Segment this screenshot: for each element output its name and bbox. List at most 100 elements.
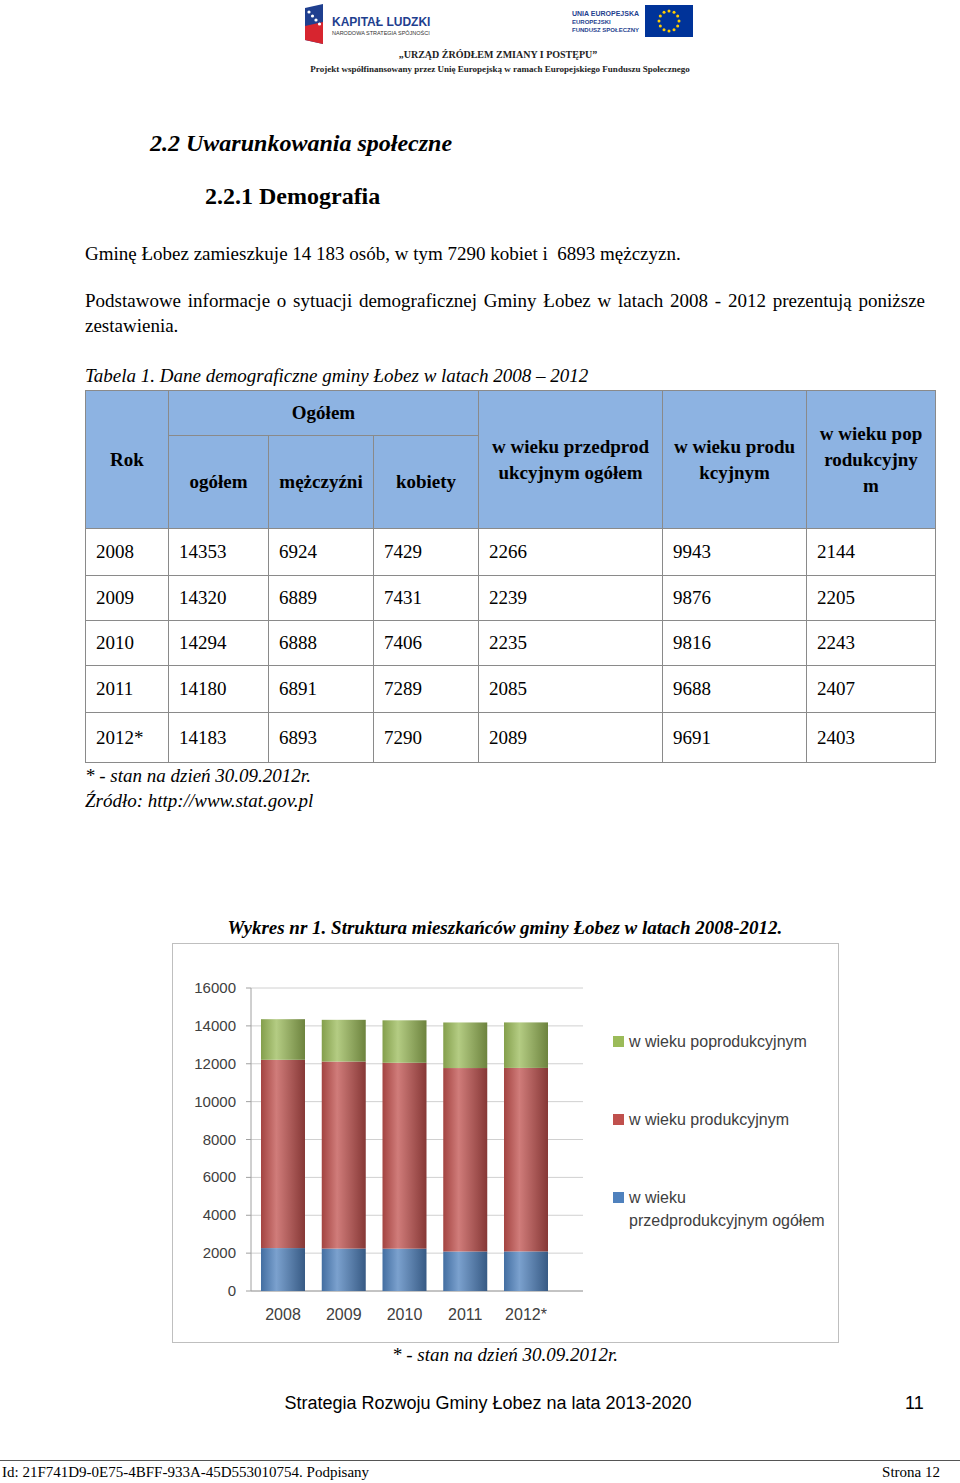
data-cell: 2239	[479, 576, 663, 621]
grid-line	[251, 988, 583, 989]
legend-line: w wieku produkcyjnym	[628, 1111, 789, 1128]
bar-segment	[383, 1249, 427, 1291]
x-tick-label: 2010	[387, 1306, 423, 1323]
data-cell: 6924	[269, 529, 374, 576]
x-tick-label: 2009	[326, 1306, 362, 1323]
header-cell: Ogółem	[169, 391, 479, 436]
chart-frame: 0200040006000800010000120001400016000200…	[172, 943, 839, 1343]
table-source: Źródło: http://www.stat.gov.pl	[85, 790, 313, 812]
bar-segment	[504, 1251, 548, 1291]
footer-title: Strategia Rozwoju Gminy Łobez na lata 20…	[0, 1393, 960, 1414]
bar-segment	[443, 1252, 487, 1291]
y-tick-label: 12000	[194, 1055, 236, 1072]
bar-segment	[443, 1068, 487, 1251]
data-cell: 2011	[86, 666, 169, 713]
header-row: RokOgółemw wieku przedprodukcyjnym ogółe…	[86, 391, 936, 436]
legend-line: w wieku poprodukcyjnym	[628, 1033, 807, 1050]
header-cell: kobiety	[374, 436, 479, 529]
data-cell: 6891	[269, 666, 374, 713]
y-tick	[246, 1139, 251, 1140]
header-logos: KAPITAŁ LUDZKINARODOWA STRATEGIA SPÓJNOŚ…	[0, 0, 960, 80]
data-cell: 14353	[169, 529, 269, 576]
data-cell: 2144	[807, 529, 936, 576]
y-axis	[251, 988, 252, 1291]
chart-title: Wykres nr 1. Struktura mieszkańców gminy…	[172, 917, 838, 939]
bar-segment	[322, 1062, 366, 1249]
y-tick-label: 4000	[203, 1206, 236, 1223]
legend-label: w wieku przedprodukcyjnym ogółem	[628, 1189, 825, 1229]
header-cell: Rok	[86, 391, 169, 529]
data-cell: 14183	[169, 713, 269, 763]
y-tick	[246, 988, 251, 989]
y-tick-label: 14000	[194, 1017, 236, 1034]
header-cell: mężczyźni	[269, 436, 374, 529]
y-tick-label: 10000	[194, 1093, 236, 1110]
data-cell: 14320	[169, 576, 269, 621]
y-tick	[246, 1215, 251, 1216]
header-cell: ogółem	[169, 436, 269, 529]
y-tick	[246, 1063, 251, 1064]
table-note: * - stan na dzień 30.09.2012r.	[85, 765, 311, 787]
data-row: 20081435369247429226699432144	[86, 529, 936, 576]
eu-text: FUNDUSZ SPOŁECZNY	[572, 27, 639, 33]
legend-swatch	[613, 1036, 624, 1047]
logo-star	[318, 22, 321, 25]
eu-star	[663, 28, 666, 31]
bar-segment	[261, 1248, 305, 1291]
data-cell: 2010	[86, 621, 169, 666]
data-cell: 14294	[169, 621, 269, 666]
data-cell: 2403	[807, 713, 936, 763]
data-cell: 9691	[663, 713, 807, 763]
eu-star	[676, 15, 679, 18]
data-cell: 2085	[479, 666, 663, 713]
data-cell: 2243	[807, 621, 936, 666]
data-cell: 6893	[269, 713, 374, 763]
legend-label: w wieku produkcyjnym	[628, 1111, 789, 1128]
chart-svg: 0200040006000800010000120001400016000200…	[173, 944, 838, 1342]
legend-line: przedprodukcyjnym ogółem	[629, 1212, 825, 1229]
bar-segment	[261, 1019, 305, 1060]
section-heading: 2.2 Uwarunkowania społeczne	[150, 130, 452, 157]
bars	[261, 1019, 548, 1291]
data-cell: 7289	[374, 666, 479, 713]
y-tick	[246, 1291, 251, 1292]
bar-segment	[443, 1022, 487, 1068]
legend-line: w wieku	[628, 1189, 686, 1206]
eu-star	[659, 25, 662, 28]
legend-swatch	[613, 1192, 624, 1203]
data-cell: 6888	[269, 621, 374, 666]
logo-star	[307, 10, 310, 13]
page-number: 11	[905, 1393, 924, 1414]
chart-note: * - stan na dzień 30.09.2012r.	[172, 1344, 838, 1366]
y-tick-label: 8000	[203, 1131, 236, 1148]
data-cell: 9943	[663, 529, 807, 576]
paragraph: Gminę Łobez zamieszkuje 14 183 osób, w t…	[85, 243, 681, 265]
y-tick	[246, 1101, 251, 1102]
x-tick-label: 2008	[265, 1306, 301, 1323]
eu-text: EUROPEJSKI	[572, 19, 611, 25]
eu-star	[673, 28, 676, 31]
y-tick	[246, 1177, 251, 1178]
eu-star	[673, 11, 676, 14]
eu-star	[676, 25, 679, 28]
data-cell: 6889	[269, 576, 374, 621]
project: Projekt współfinansowany przez Unię Euro…	[310, 64, 690, 74]
footer-rule	[0, 1460, 960, 1461]
eu-star	[659, 15, 662, 18]
bar-segment	[504, 1068, 548, 1252]
y-tick-label: 0	[228, 1282, 236, 1299]
data-row: 20101429468887406223598162243	[86, 621, 936, 666]
data-row: 20111418068917289208596882407	[86, 666, 936, 713]
logo-star	[311, 14, 314, 17]
y-tick	[246, 1253, 251, 1254]
legend-swatch	[613, 1114, 624, 1125]
motto: „URZĄD ŹRÓDŁEM ZMIANY I POSTĘPU”	[399, 49, 598, 60]
data-row: 2012*1418368937290208996912403	[86, 713, 936, 763]
eu-star	[678, 20, 681, 23]
data-cell: 2012*	[86, 713, 169, 763]
y-tick-label: 6000	[203, 1168, 236, 1185]
x-tick-label: 2012*	[505, 1306, 547, 1323]
header-cell: w wieku produkcyjnym	[663, 391, 807, 529]
bar-segment	[383, 1020, 427, 1062]
bar-segment	[383, 1063, 427, 1249]
